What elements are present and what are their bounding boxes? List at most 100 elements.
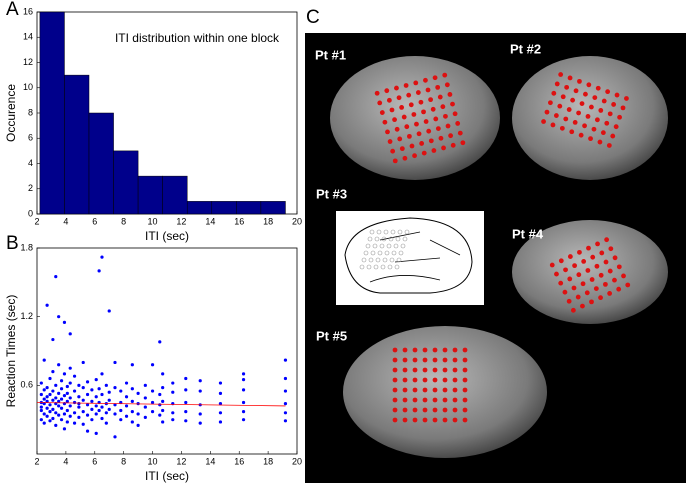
electrode (412, 347, 418, 353)
chart: ITI distribution within one block ITI (se… (4, 6, 302, 243)
electrode (559, 125, 565, 131)
scatter-point (143, 405, 147, 409)
electrode (462, 417, 468, 423)
electrode (392, 417, 398, 423)
electrode-sketch (376, 229, 382, 235)
electrode (604, 237, 610, 243)
scatter-point (158, 392, 162, 397)
electrode (447, 92, 453, 97)
scatter-point (62, 394, 67, 398)
scatter-point (39, 418, 43, 422)
electrode (412, 397, 418, 403)
electrode (402, 397, 408, 403)
scatter-point (65, 384, 69, 389)
patient-label: Pt #3 (316, 186, 347, 201)
electrode (416, 131, 422, 137)
electrode-sketch (359, 264, 365, 270)
panel-label: A (6, 0, 19, 20)
electrode (432, 397, 438, 403)
scatter-point (54, 275, 58, 279)
y-axis-label: Reaction Times (sec) (4, 295, 18, 408)
histogram-bar (236, 201, 262, 215)
scatter-point (143, 415, 147, 419)
electrode-sketch (375, 257, 381, 263)
electrode (399, 146, 405, 152)
electrode (412, 387, 418, 393)
scatter-point (171, 381, 175, 385)
electrode (462, 357, 468, 363)
electrode (595, 85, 601, 91)
electrode (414, 121, 419, 127)
electrode (399, 104, 405, 110)
brain-outline (344, 217, 473, 294)
electrode (570, 307, 576, 313)
electrode (576, 110, 581, 116)
scatter-point (143, 396, 147, 400)
electrode (402, 407, 408, 413)
electrode (442, 387, 448, 393)
electrode (462, 347, 468, 353)
electrode (452, 407, 458, 413)
electrode (402, 155, 408, 161)
electrode (442, 417, 448, 423)
electrode (418, 99, 424, 105)
scatter-point (77, 415, 81, 419)
electrode (603, 259, 609, 265)
scatter-point (150, 410, 155, 414)
electrode (402, 347, 408, 353)
electrode (390, 148, 396, 154)
electrode-sketch (396, 257, 402, 263)
electrode (438, 135, 444, 141)
electrode (558, 280, 564, 286)
scatter-point (143, 383, 147, 387)
scatter-point (59, 406, 64, 410)
scatter-point (97, 387, 101, 391)
y-tick-label: 4 (28, 158, 33, 168)
scatter-point (51, 337, 55, 342)
electrode-sketch (370, 250, 376, 256)
brain-pt2 (512, 56, 668, 180)
electrode (570, 97, 576, 103)
scatter-point (68, 404, 72, 408)
y-tick-label: 0 (28, 208, 33, 218)
scatter-point (161, 408, 165, 413)
x-tick-label: 6 (92, 216, 97, 226)
electrode (432, 417, 438, 423)
electrode (610, 133, 616, 139)
histogram-bar (162, 175, 188, 215)
electrode (422, 347, 428, 353)
patient-label: Pt #2 (510, 41, 541, 56)
scatter-point (45, 414, 49, 418)
electrode (422, 387, 428, 393)
electrode (452, 111, 458, 117)
x-tick-label: 8 (121, 456, 126, 466)
electrode (462, 387, 468, 393)
scatter-point (100, 416, 104, 421)
scatter-point (136, 412, 140, 416)
x-tick-label: 18 (263, 216, 273, 226)
electrode (440, 104, 446, 110)
scatter-point (113, 412, 117, 416)
scatter-point (72, 421, 77, 425)
scatter-point (62, 412, 67, 416)
electrode (386, 97, 392, 103)
electrode-sketch (388, 236, 394, 242)
scatter-point (51, 407, 55, 411)
electrode (412, 357, 418, 363)
electrode (586, 82, 592, 88)
scatter-point (72, 411, 77, 415)
x-tick-label: 18 (263, 456, 273, 466)
x-tick-label: 12 (176, 216, 186, 226)
scatter-point (68, 414, 72, 418)
electrode-sketch (374, 236, 380, 242)
electrode (581, 259, 587, 264)
electrode (392, 397, 398, 403)
electrode (569, 129, 575, 135)
electrode-sketch (365, 243, 371, 249)
electrode (457, 130, 463, 136)
scatter-point (283, 389, 288, 393)
scatter-point (218, 391, 223, 395)
panel-label: C (306, 7, 320, 28)
electrode (444, 82, 450, 88)
electrode (443, 113, 448, 119)
